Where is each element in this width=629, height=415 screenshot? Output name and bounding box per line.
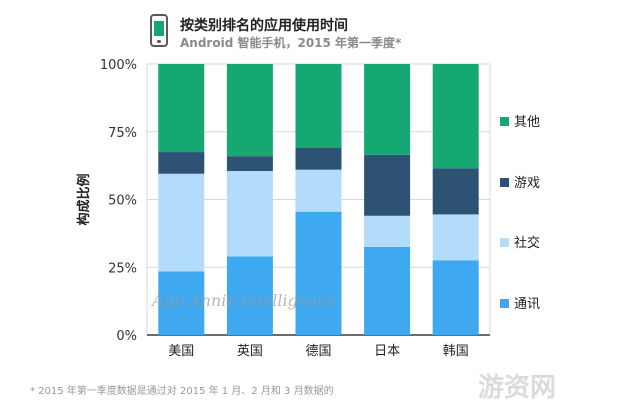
y-tick-label: 25% — [108, 261, 137, 276]
bar-segment — [158, 64, 205, 153]
corner-watermark: 游资网 — [478, 373, 557, 403]
bar-segment — [226, 171, 273, 257]
bar-segment — [226, 156, 273, 172]
bar-segment — [364, 64, 411, 155]
y-tick-label: 75% — [108, 126, 137, 141]
y-tick-label: 100% — [100, 58, 137, 73]
app-annie-watermark: App Annie intelligence — [150, 291, 336, 310]
legend-swatch — [500, 117, 509, 126]
x-tick-label: 日本 — [374, 344, 400, 359]
bar-segment — [432, 64, 479, 169]
legend-label: 其他 — [514, 115, 540, 130]
chart-title: 按类别排名的应用使用时间 — [180, 18, 348, 34]
bar-segment — [364, 154, 411, 216]
legend-swatch — [500, 178, 509, 187]
x-tick-label: 英国 — [237, 344, 263, 359]
bar-segment — [158, 271, 205, 335]
bar-segment — [432, 260, 479, 335]
bar-segment — [158, 152, 205, 174]
y-tick-label: 0% — [116, 329, 137, 344]
x-tick-label: 韩国 — [443, 344, 469, 359]
chart-header: 按类别排名的应用使用时间 Android 智能手机，2015 年第一季度* — [150, 14, 450, 56]
bar-segment — [226, 256, 273, 335]
legend-swatch — [500, 238, 509, 247]
smartphone-icon — [150, 14, 168, 47]
legend-label: 社交 — [514, 235, 540, 251]
bar-segment — [226, 64, 273, 157]
legend-label: 通讯 — [514, 297, 540, 312]
y-tick-label: 50% — [108, 194, 137, 209]
bar-segment — [432, 168, 479, 215]
bar-segment — [158, 173, 205, 272]
bar-segment — [295, 211, 342, 335]
legend-swatch — [500, 299, 509, 308]
bar-segment — [432, 214, 479, 261]
y-axis-label: 构成比例 — [76, 173, 92, 225]
bar-segment — [295, 64, 342, 149]
x-tick-label: 美国 — [168, 344, 194, 359]
legend-label: 游戏 — [514, 176, 540, 191]
x-tick-label: 德国 — [305, 344, 331, 359]
chart-subtitle: Android 智能手机，2015 年第一季度* — [180, 36, 402, 50]
bar-segment — [364, 246, 411, 335]
bar-segment — [295, 169, 342, 212]
footnote: * 2015 年第一季度数据是通过对 2015 年 1 月、2 月和 3 月数据… — [30, 386, 334, 397]
bar-segment — [364, 215, 411, 247]
bar-segment — [295, 148, 342, 170]
